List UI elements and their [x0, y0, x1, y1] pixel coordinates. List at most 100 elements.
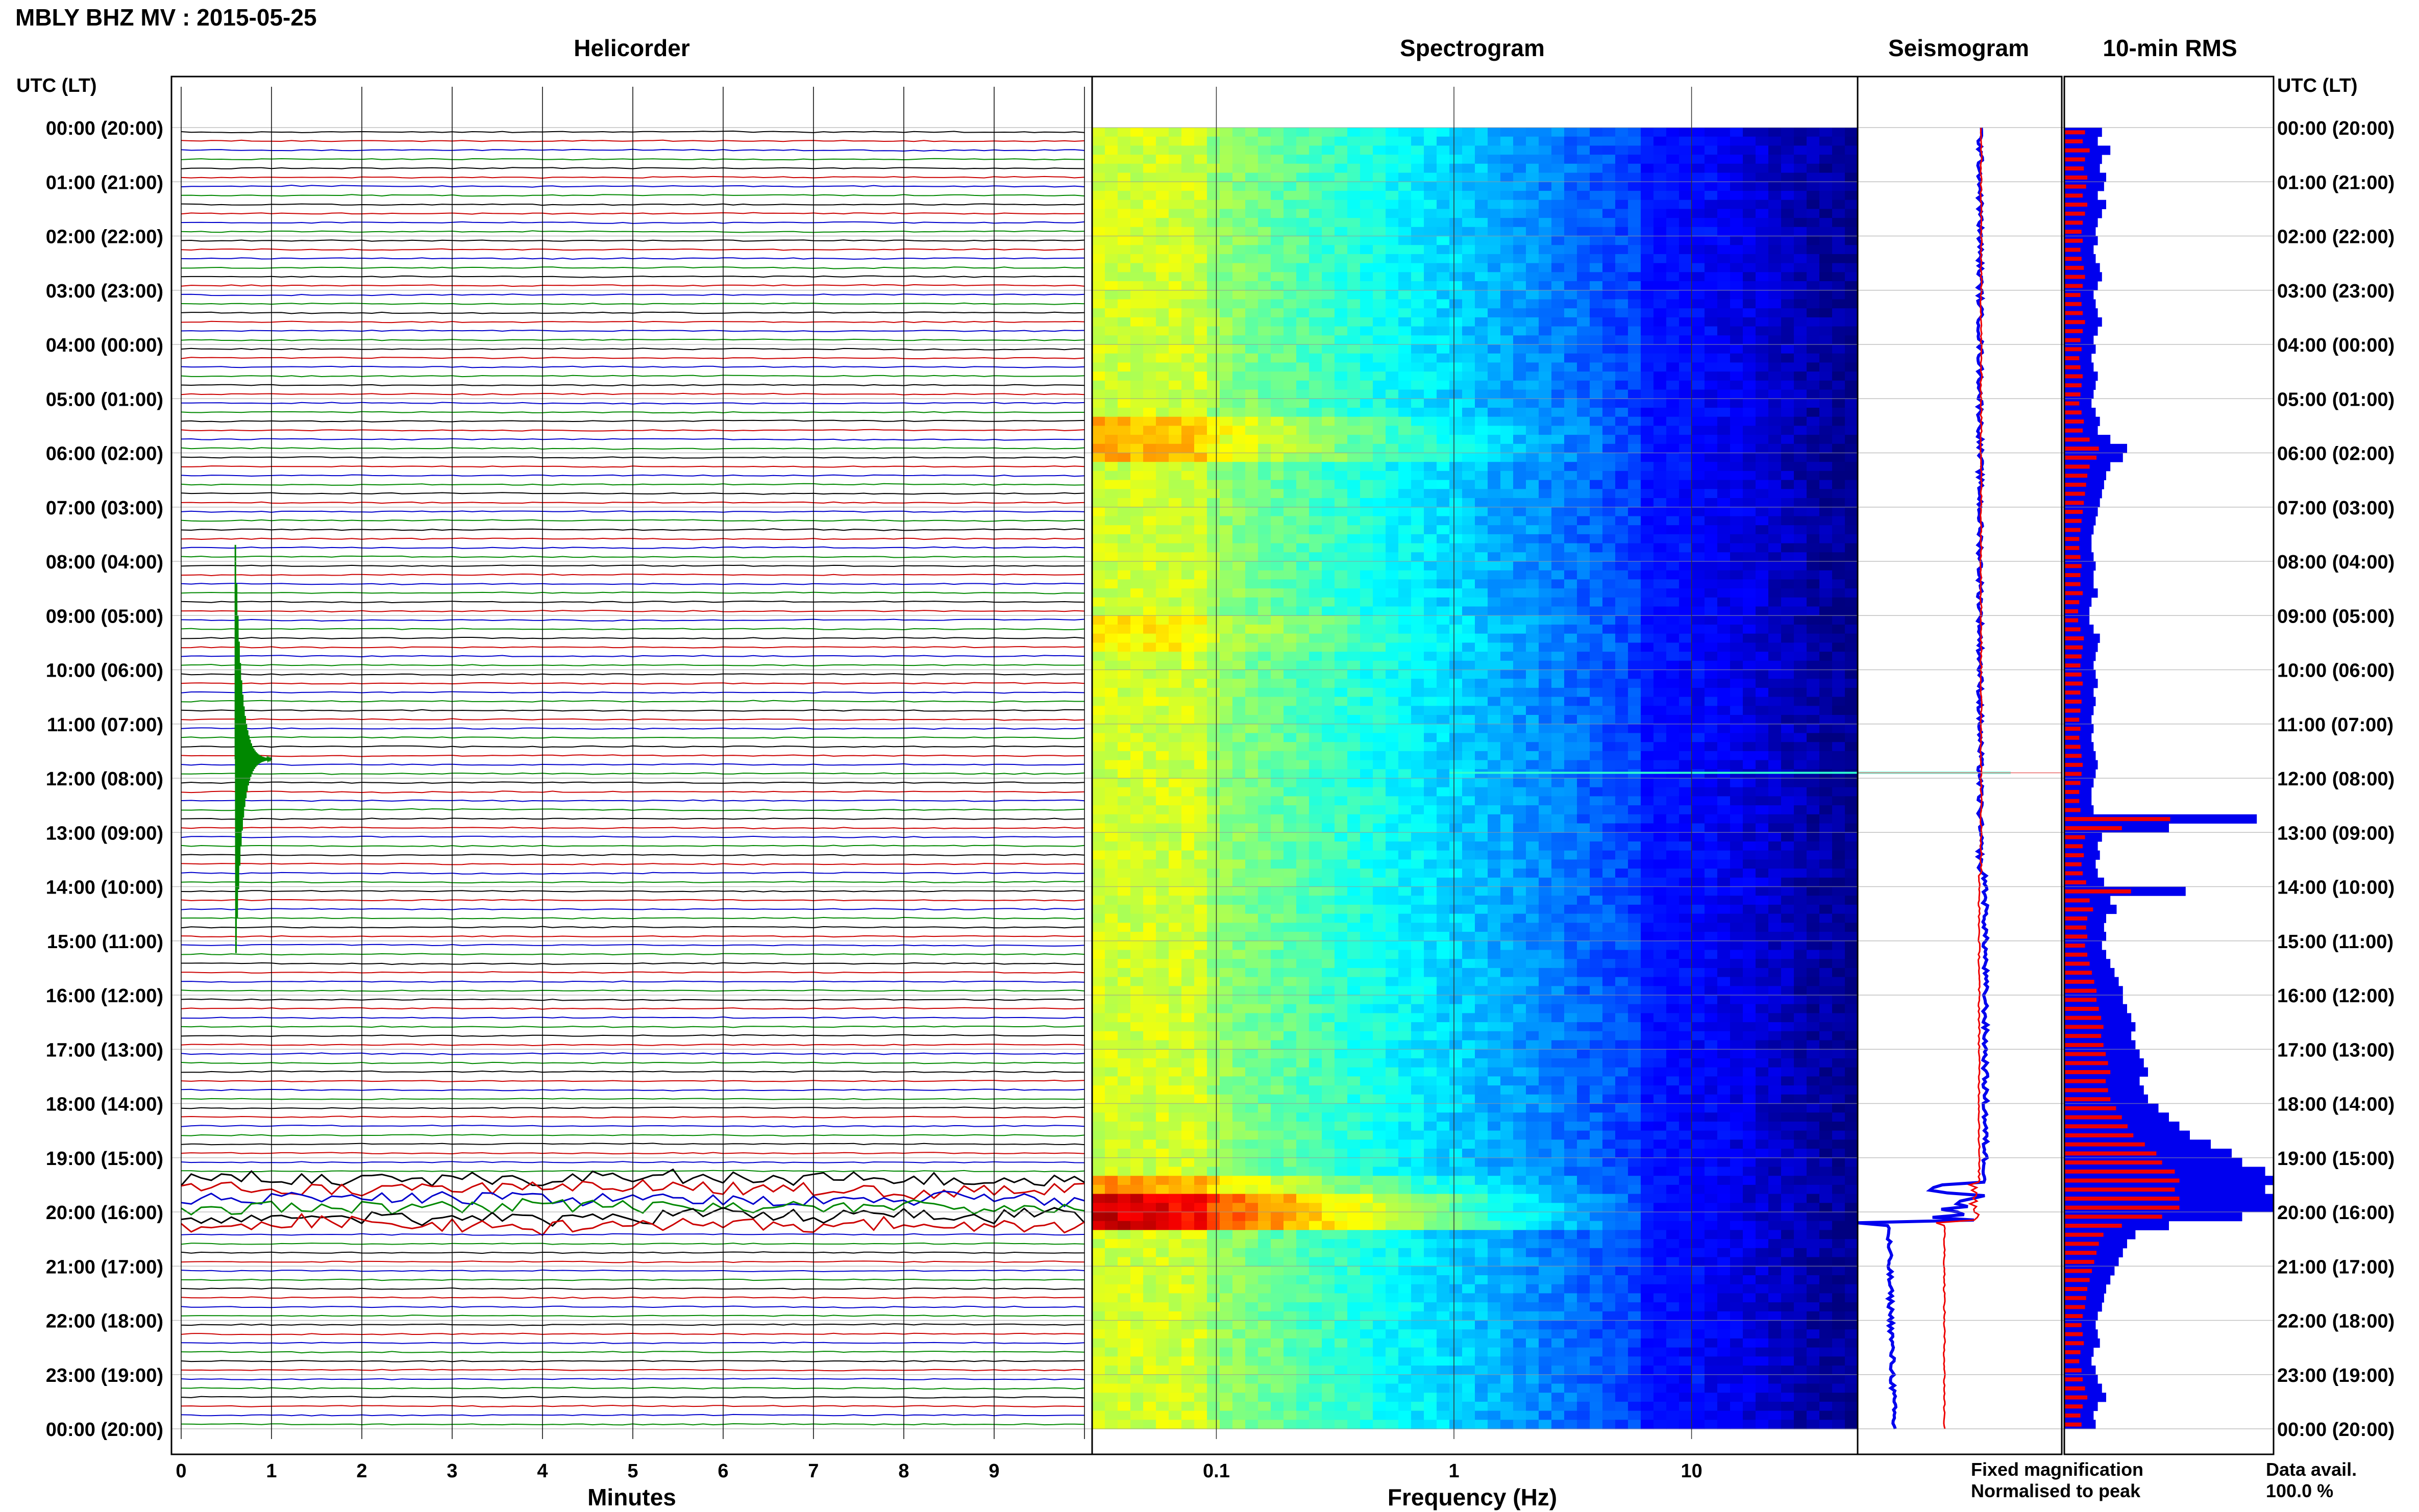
spectrogram-cell: [1564, 814, 1577, 824]
spectrogram-cell: [1756, 163, 1769, 173]
spectrogram-cell: [1641, 823, 1654, 833]
spectrogram-cell: [1143, 136, 1156, 146]
spectrogram-cell: [1373, 172, 1386, 182]
spectrogram-cell: [1551, 679, 1565, 688]
spectrogram-cell: [1424, 642, 1437, 652]
spectrogram-cell: [1245, 552, 1258, 562]
spectrogram-cell: [1220, 335, 1233, 345]
spectrogram-cell: [1220, 642, 1233, 652]
spectrogram-cell: [1500, 769, 1514, 779]
spectrogram-cell: [1258, 778, 1271, 788]
spectrogram-cell: [1462, 326, 1475, 336]
spectrogram-cell: [1092, 823, 1105, 833]
spectrogram-cell: [1705, 163, 1718, 173]
spectrogram-cell: [1322, 254, 1335, 264]
spectrogram-cell: [1475, 470, 1488, 481]
spectrogram-cell: [1105, 155, 1118, 164]
spectrogram-cell: [1615, 245, 1628, 255]
spectrogram-cell: [1615, 426, 1628, 435]
spectrogram-cell: [1258, 687, 1271, 698]
spectrogram-cell: [1258, 236, 1271, 245]
spectrogram-cell: [1437, 679, 1450, 688]
spectrogram-cell: [1717, 561, 1731, 571]
spectrogram-cell: [1118, 245, 1131, 255]
spectrogram-cell: [1398, 733, 1412, 742]
spectrogram-cell: [1768, 489, 1782, 499]
spectrogram-cell: [1807, 172, 1820, 182]
spectrogram-cell: [1105, 227, 1118, 237]
spectrogram-cell: [1386, 869, 1399, 878]
spectrogram-cell: [1513, 697, 1526, 707]
spectrogram-cell: [1130, 570, 1144, 580]
spectrogram-cell: [1347, 633, 1361, 643]
spectrogram-cell: [1220, 525, 1233, 535]
spectrogram-cell: [1526, 191, 1539, 201]
spectrogram-cell: [1105, 724, 1118, 734]
spectrogram-cell: [1819, 145, 1833, 155]
spectrogram-cell: [1245, 805, 1258, 815]
spectrogram-cell: [1118, 453, 1131, 462]
spectrogram-cell: [1705, 416, 1718, 427]
spectrogram-cell: [1207, 128, 1220, 137]
spectrogram-cell: [1118, 371, 1131, 381]
spectrogram-cell: [1488, 660, 1501, 671]
spectrogram-cell: [1705, 218, 1718, 228]
spectrogram-cell: [1653, 507, 1667, 517]
spectrogram-cell: [1475, 570, 1488, 580]
spectrogram-cell: [1641, 561, 1654, 571]
spectrogram-cell: [1143, 453, 1156, 462]
spectrogram-cell: [1628, 489, 1641, 499]
spectrogram-cell: [1194, 200, 1207, 210]
spectrogram-cell: [1296, 498, 1310, 508]
spectrogram-cell: [1424, 380, 1437, 390]
spectrogram-cell: [1143, 534, 1156, 544]
spectrogram-cell: [1807, 805, 1820, 815]
spectrogram-cell: [1590, 489, 1603, 499]
spectrogram-cell: [1449, 191, 1463, 201]
spectrogram-cell: [1156, 335, 1169, 345]
spectrogram-cell: [1551, 191, 1565, 201]
spectrogram-cell: [1577, 399, 1590, 408]
spectrogram-cell: [1283, 615, 1297, 625]
spectrogram-cell: [1807, 652, 1820, 661]
spectrogram-cell: [1488, 489, 1501, 499]
spectrogram-cell: [1181, 625, 1195, 634]
spectrogram-cell: [1398, 344, 1412, 354]
spectrogram-cell: [1322, 236, 1335, 245]
spectrogram-cell: [1500, 814, 1514, 824]
spectrogram-cell: [1194, 579, 1207, 589]
spectrogram-cell: [1602, 272, 1616, 282]
spectrogram-cell: [1615, 841, 1628, 851]
spectrogram-cell: [1666, 724, 1680, 734]
spectrogram-cell: [1539, 362, 1552, 372]
spectrogram-cell: [1781, 552, 1794, 562]
spectrogram-cell: [1615, 660, 1628, 671]
spectrogram-cell: [1118, 660, 1131, 671]
spectrogram-cell: [1437, 606, 1450, 616]
spectrogram-cell: [1271, 869, 1284, 878]
spectrogram-cell: [1130, 362, 1144, 372]
spectrogram-cell: [1245, 389, 1258, 399]
spectrogram-cell: [1743, 408, 1756, 417]
spectrogram-cell: [1666, 272, 1680, 282]
spectrogram-cell: [1539, 525, 1552, 535]
spectrogram-cell: [1437, 697, 1450, 707]
spectrogram-cell: [1832, 371, 1845, 381]
spectrogram-cell: [1513, 145, 1526, 155]
spectrogram-cell: [1322, 850, 1335, 860]
spectrogram-cell: [1411, 227, 1424, 237]
spectrogram-cell: [1296, 145, 1310, 155]
spectrogram-cell: [1283, 317, 1297, 327]
spectrogram-cell: [1092, 380, 1105, 390]
spectrogram-cell: [1169, 236, 1182, 245]
spectrogram-cell: [1475, 263, 1488, 273]
spectrogram-cell: [1513, 191, 1526, 201]
spectrogram-cell: [1424, 317, 1437, 327]
spectrogram-cell: [1590, 552, 1603, 562]
spectrogram-cell: [1143, 380, 1156, 390]
spectrogram-cell: [1781, 145, 1794, 155]
spectrogram-cell: [1143, 408, 1156, 417]
spectrogram-cell: [1551, 236, 1565, 245]
spectrogram-cell: [1653, 335, 1667, 345]
spectrogram-cell: [1653, 715, 1667, 725]
